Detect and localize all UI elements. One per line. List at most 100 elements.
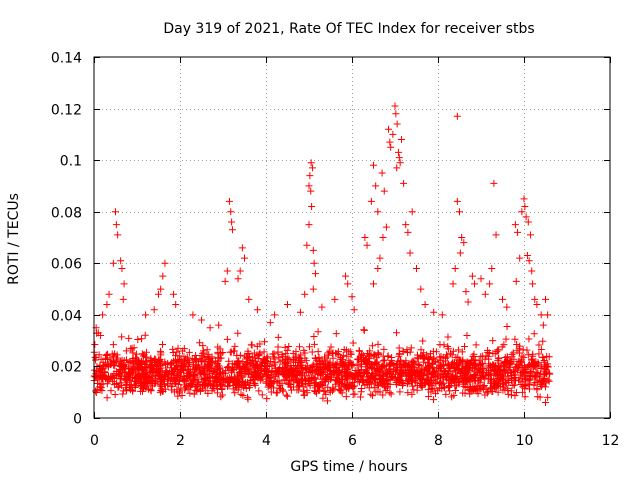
y-tick-label: 0.02	[51, 360, 82, 376]
data-point	[136, 374, 144, 382]
data-point	[275, 384, 283, 392]
data-point	[314, 348, 322, 356]
data-point	[240, 366, 248, 374]
data-point	[278, 350, 286, 358]
data-point	[175, 370, 183, 378]
data-point	[373, 367, 381, 375]
data-point	[317, 381, 325, 389]
data-point	[174, 344, 182, 352]
data-point	[128, 344, 136, 352]
data-point	[157, 364, 165, 372]
data-point	[102, 375, 110, 383]
data-point-peak	[408, 208, 416, 216]
data-point	[300, 383, 308, 391]
data-point	[376, 388, 384, 396]
data-point	[143, 358, 151, 366]
data-point	[423, 364, 431, 372]
data-point	[394, 378, 402, 386]
data-point	[92, 387, 100, 395]
data-point-peak	[449, 280, 457, 288]
data-point-peak	[520, 195, 528, 203]
data-point	[158, 385, 166, 393]
data-point	[123, 387, 131, 395]
data-point	[487, 377, 495, 385]
data-point	[113, 380, 121, 388]
data-point	[348, 381, 356, 389]
data-point-peak	[404, 228, 412, 236]
data-point	[521, 393, 529, 401]
y-tick-label: 0.08	[51, 206, 82, 222]
data-point	[535, 350, 543, 358]
data-point	[413, 386, 421, 394]
data-point	[475, 357, 483, 365]
data-point	[376, 375, 384, 383]
data-point-peak	[456, 208, 463, 216]
data-point-peak	[223, 267, 231, 275]
data-point	[231, 389, 239, 397]
data-point-peak	[363, 241, 371, 249]
data-point	[191, 375, 199, 383]
data-point	[479, 383, 487, 391]
data-point	[274, 370, 282, 378]
data-point-peak	[310, 259, 318, 267]
x-tick-label: 0	[90, 433, 99, 449]
data-point	[152, 362, 160, 370]
data-point	[339, 359, 347, 367]
data-point-peak	[114, 231, 122, 239]
data-point	[529, 368, 537, 376]
data-point	[271, 359, 279, 367]
data-point-peak	[516, 254, 524, 262]
data-point	[184, 356, 192, 364]
data-point	[324, 383, 332, 391]
data-point	[261, 365, 269, 373]
data-point	[213, 367, 221, 375]
data-point-peak	[488, 264, 496, 272]
data-point	[169, 349, 177, 357]
data-point	[487, 376, 495, 384]
y-tick-label: 0	[73, 412, 82, 428]
data-point	[255, 387, 263, 395]
data-point-peak	[96, 331, 104, 339]
data-point-peak	[206, 324, 214, 332]
data-point	[309, 369, 317, 377]
data-point	[436, 341, 444, 349]
data-point	[360, 326, 368, 334]
data-point	[257, 363, 265, 371]
data-point	[326, 347, 334, 355]
data-point	[533, 386, 541, 394]
data-point	[315, 353, 323, 361]
data-point	[347, 371, 355, 379]
x-tick-label: 12	[602, 433, 620, 449]
data-point	[201, 354, 209, 362]
data-point-peak	[544, 311, 552, 319]
data-point	[452, 363, 460, 371]
data-point	[310, 333, 318, 341]
data-point	[233, 375, 241, 383]
data-point-peak	[227, 208, 235, 216]
data-point-peak	[370, 280, 377, 288]
data-point	[270, 377, 278, 385]
data-point	[545, 377, 553, 385]
data-point	[503, 322, 511, 330]
data-point	[260, 370, 268, 378]
data-point	[199, 349, 207, 357]
data-point	[157, 351, 165, 359]
data-point	[91, 366, 99, 374]
data-point	[511, 368, 519, 376]
x-tick-labels: 0 2 4 6 8 10 12	[90, 433, 619, 449]
data-point	[253, 361, 261, 369]
data-point	[367, 380, 375, 388]
data-point	[502, 357, 510, 365]
data-point	[233, 352, 241, 360]
data-point	[265, 368, 273, 376]
data-point	[203, 346, 211, 354]
data-point	[107, 387, 115, 395]
data-point-peak	[492, 231, 500, 239]
data-point	[296, 371, 304, 379]
data-point	[196, 339, 204, 347]
data-point-peak	[537, 311, 545, 319]
y-tick-label: 0.04	[51, 309, 82, 325]
data-point	[227, 373, 235, 381]
data-point	[395, 344, 403, 352]
data-point	[361, 381, 369, 389]
